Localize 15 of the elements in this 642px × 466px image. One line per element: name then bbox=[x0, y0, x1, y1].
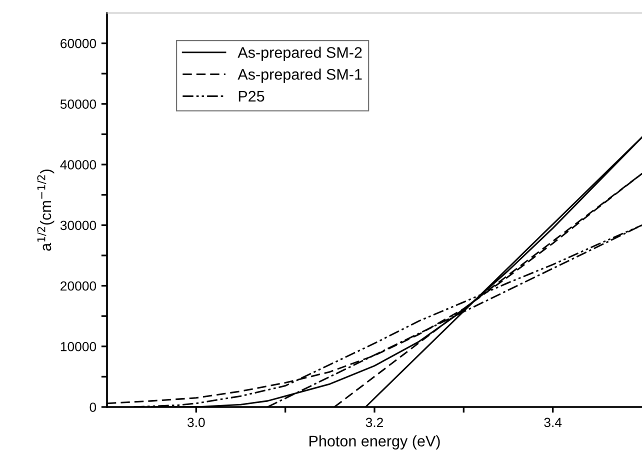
x-tick-label: 3.4 bbox=[544, 418, 562, 428]
x-axis-title: Photon energy (eV) bbox=[310, 435, 440, 450]
y-tick-label: 0 bbox=[90, 402, 96, 412]
legend-label: As-prepared SM-2 bbox=[238, 46, 362, 61]
y-tick-label: 50000 bbox=[60, 99, 96, 109]
y-tick-label: 60000 bbox=[60, 38, 96, 48]
y-tick-label: 20000 bbox=[60, 281, 96, 291]
y-tick-label: 40000 bbox=[60, 160, 96, 170]
x-tick-label: 3.2 bbox=[366, 418, 384, 428]
y-tick-label: 10000 bbox=[60, 342, 96, 352]
x-tick-label: 3.0 bbox=[188, 418, 205, 428]
y-tick-label: 30000 bbox=[60, 220, 96, 230]
legend-label: As-prepared SM-1 bbox=[238, 68, 362, 83]
y-axis-title: a$^{1/2}$(cm$^{−1/2}$) bbox=[37, 170, 54, 251]
legend-label: P25 bbox=[238, 90, 264, 102]
